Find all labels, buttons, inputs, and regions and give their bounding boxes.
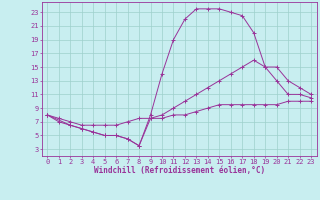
X-axis label: Windchill (Refroidissement éolien,°C): Windchill (Refroidissement éolien,°C): [94, 166, 265, 175]
